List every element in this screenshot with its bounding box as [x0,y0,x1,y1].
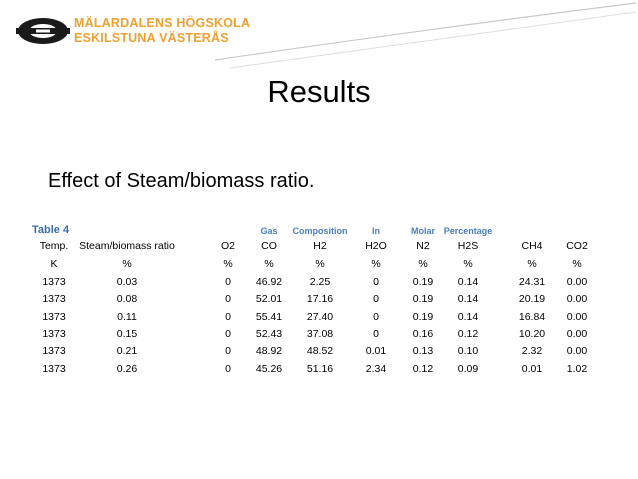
table-cell: 1373 [42,276,66,288]
table-cell: 0.01 [521,362,543,375]
table-cell: 0 [225,293,231,306]
table-cell: 1373 [42,310,66,323]
table-cell: 52.43 [255,327,283,340]
table-header-cell: O2 [220,240,236,252]
table-cell: 37.08 [306,327,334,340]
table-cell: 0 [373,276,379,288]
mdh-logo-icon [16,18,70,44]
table-cell: 0.00 [566,345,588,358]
table-cell: 48.92 [255,345,283,358]
table-cell: 0 [373,293,379,306]
table-cell: 1.02 [566,362,588,375]
table-cell: 51.16 [306,362,334,375]
table-unit-cell: % [463,258,473,270]
table-cell: 46.92 [255,276,283,288]
table-cell: 48.52 [306,345,334,358]
table-cell: 0.14 [457,310,479,323]
table-cell: 0.16 [412,327,434,340]
table-cell: 2.34 [365,362,387,375]
table-cell: 0.09 [457,362,479,375]
slide-title: Results [267,74,371,109]
table-cell: 0.26 [116,362,138,375]
table-cell: 17.16 [306,293,334,306]
table-cell: 0.19 [412,276,434,288]
table-cell: 0 [373,327,379,340]
table-cell: 1373 [42,327,66,340]
table-cell: 0 [225,362,231,375]
results-table: Table 4 Gas Composition In Molar Percentage T… [30,220,610,390]
table-cell: 1373 [42,293,66,306]
table-cell: 0.00 [566,276,588,288]
table-group-label: Percentage [443,226,493,236]
table-cell: 45.26 [255,362,283,375]
table-header-cell: N2 [416,240,430,252]
table-header-cell: Steam/biomass ratio [79,240,175,252]
table-header-cell: H2S [457,240,479,252]
table-cell: 24.31 [518,276,546,288]
table-cell: 0 [225,345,231,358]
table-cell: 2.32 [521,345,543,358]
table-cell: 0.19 [412,310,434,323]
table-unit-cell: % [223,258,233,270]
table-cell: 0.00 [566,310,588,323]
table-cell: 55.41 [255,310,283,323]
table-cell: 0.11 [117,310,137,323]
table-cell: 0 [225,276,231,288]
table-cell: 0 [225,310,231,323]
table-cell: 52.01 [255,293,283,306]
table-cell: 0.03 [116,276,138,288]
table-cell: 0 [373,310,379,323]
table-cell: 0.00 [566,293,588,306]
table-unit-cell: % [527,258,537,270]
table-cell: 0.13 [412,345,434,358]
table-unit-cell: % [122,258,132,270]
table-unit-cell: % [371,258,381,270]
table-cell: 0.12 [412,362,434,375]
table-cell: 0.12 [457,327,479,340]
table-group-label: Molar [410,226,436,236]
table-group-label: Composition [292,226,348,236]
table-unit-cell: % [418,258,428,270]
university-logo: MÄLARDALENS HÖGSKOLA ESKILSTUNA VÄSTERÅS [16,14,250,48]
table-caption: Table 4 [32,224,70,236]
table-cell: 0.14 [457,293,479,306]
table-header-cell: CH4 [521,240,543,252]
table-cell: 20.19 [518,293,546,306]
table-cell: 0.15 [116,327,138,340]
slide-subtitle: Effect of Steam/biomass ratio. [48,170,315,192]
table-header-cell: Temp. [39,240,69,252]
table-group-label: Gas [260,226,278,236]
table-header-cell: CO2 [566,240,588,252]
table-cell: 0.21 [116,345,138,358]
table-header-cell: H2 [313,240,327,252]
table-unit-cell: % [315,258,325,270]
table-cell: 0.01 [365,345,387,358]
table-header-cell: H2O [365,240,387,252]
table-cell: 27.40 [306,310,334,323]
table-header-cell: CO [261,240,277,252]
table-cell: 10.20 [518,327,546,340]
table-cell: 0.19 [412,293,434,306]
logo-text-line2: ESKILSTUNA VÄSTERÅS [74,30,229,46]
table-unit-cell: % [264,258,274,270]
table-unit-cell: % [572,258,582,270]
table-cell: 16.84 [518,310,546,323]
table-group-label: In [372,226,380,236]
table-cell: 2.25 [309,276,331,288]
table-cell: 1373 [42,362,66,375]
logo-text-line1: MÄLARDALENS HÖGSKOLA [74,15,251,31]
header-swoosh-decoration [214,2,637,69]
table-unit-cell: K [50,258,58,270]
table-cell: 0.14 [457,276,479,288]
table-cell: 0.00 [566,327,588,340]
table-cell: 0.08 [116,293,138,306]
table-cell: 0 [225,327,231,340]
table-cell: 0.10 [457,345,479,358]
table-cell: 1373 [42,345,66,358]
